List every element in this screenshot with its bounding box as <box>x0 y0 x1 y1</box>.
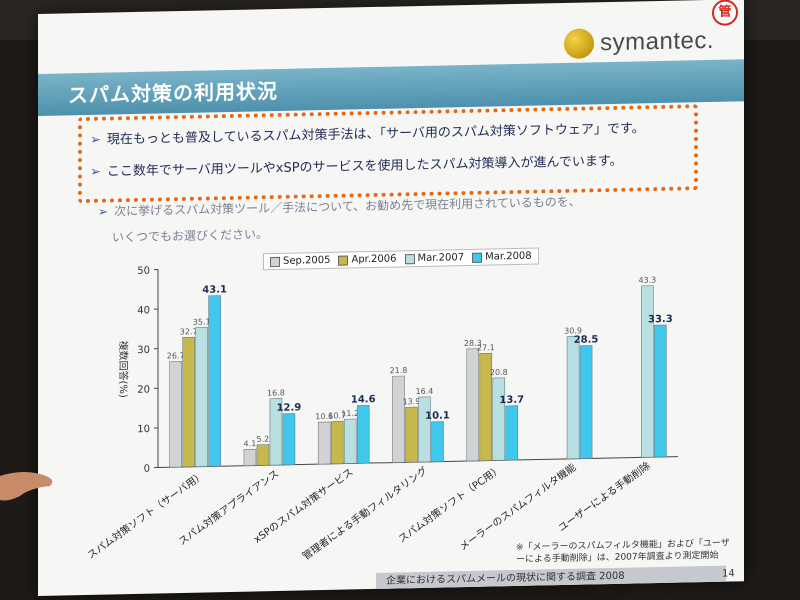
legend-item-sep2005: Sep.2005 <box>270 255 330 267</box>
bar-value-label: 4.1 <box>244 439 257 448</box>
bar-value-label: 13.7 <box>499 395 524 407</box>
y-tick-label: 30 <box>137 345 150 356</box>
x-category-label: スパム対策ソフト（サーバ用） <box>85 468 207 561</box>
legend-item-apr2006: Apr.2006 <box>338 253 397 266</box>
y-tick-label: 40 <box>137 305 150 316</box>
footnote: ※「メーラーのスパムフィルタ機能」および「ユーザーによる手動削除」は、2007年… <box>516 538 730 565</box>
bar-value-label: 20.8 <box>490 368 508 377</box>
bar-value-label: 16.8 <box>267 388 285 397</box>
page-number: 14 <box>722 568 735 580</box>
symantec-logo-icon <box>564 28 595 59</box>
legend-label: Mar.2008 <box>485 250 532 263</box>
y-axis-label: 複数回答(%) <box>117 340 130 398</box>
logo-text: symantec. <box>600 26 714 57</box>
legend-label: Mar.2007 <box>417 252 465 265</box>
bar-value-label: 11.2 <box>341 409 359 418</box>
y-tick-label: 20 <box>137 384 150 395</box>
bar-value-label: 12.9 <box>277 402 302 414</box>
legend-swatch-mar2007 <box>404 253 415 264</box>
bar <box>208 295 221 467</box>
y-tick-label: 10 <box>137 424 150 435</box>
bar <box>505 405 519 461</box>
bar-chart: 0 10 20 30 40 50 複数回答(%) 26.7 32.735.1 43.1 スパム対策ソ… <box>85 266 678 563</box>
bar <box>195 327 208 468</box>
bar <box>343 418 357 464</box>
bar <box>356 404 370 464</box>
bar-value-label: 26.7 <box>167 351 185 360</box>
bar <box>317 421 331 465</box>
bar-value-label: 13.9 <box>403 397 421 406</box>
bar-value-label: 14.6 <box>351 394 376 406</box>
bar-value-label: 10.1 <box>425 410 450 422</box>
bar <box>579 345 593 459</box>
bar-value-label: 32.7 <box>180 327 198 336</box>
y-tick-label: 50 <box>137 266 150 277</box>
legend-label: Apr.2006 <box>351 253 397 266</box>
bar <box>330 420 344 465</box>
bar <box>566 335 580 460</box>
bar-value-label: 10.6 <box>315 412 333 421</box>
bar-value-label: 28.3 <box>464 339 482 348</box>
bar-value-label: 10.7 <box>328 411 346 420</box>
footer-banner: 企業におけるスパムメールの現状に関する調査 2008 <box>376 565 726 591</box>
bar <box>641 285 654 458</box>
legend-item-mar2008: Mar.2008 <box>472 251 532 263</box>
arrow-bullet-icon: ➢ <box>90 132 101 148</box>
bar-value-label: 33.3 <box>648 314 673 326</box>
bar <box>654 324 667 458</box>
bar <box>431 421 444 463</box>
bar <box>182 336 195 468</box>
x-axis-line <box>158 456 678 468</box>
legend-item-mar2007: Mar.2007 <box>404 252 465 265</box>
bar-value-label: 28.5 <box>574 334 599 346</box>
bar <box>243 448 257 466</box>
corner-badge: 管 <box>712 0 738 26</box>
projector-screen: symantec. 管 スパム対策の利用状況 ➢ 現在もっとも普及しているスパム対… <box>38 0 744 596</box>
legend-label: Sep.2005 <box>283 254 331 267</box>
legend-swatch-apr2006 <box>338 254 349 266</box>
legend-swatch-mar2008 <box>472 252 483 263</box>
x-category-label: 管理者による手動フィルタリング <box>300 464 430 563</box>
bar-value-label: 27.1 <box>477 343 495 352</box>
bar-value-label: 21.8 <box>390 366 408 375</box>
bar <box>492 377 506 461</box>
x-category-label: メーラーのスパムフィルタ機能 <box>457 461 578 554</box>
bar-value-label: 43.3 <box>638 276 656 285</box>
presenter-hand <box>0 472 53 501</box>
bar-value-label: 16.4 <box>416 387 434 396</box>
y-tick-label: 0 <box>144 464 150 475</box>
bar-value-label: 30.9 <box>564 326 582 335</box>
bar <box>282 413 296 466</box>
bar <box>256 444 270 466</box>
bar <box>466 348 480 462</box>
arrow-bullet-icon: ➢ <box>98 204 109 219</box>
bar <box>169 360 182 468</box>
bar <box>418 396 431 463</box>
bar <box>479 352 493 462</box>
bar-value-label: 43.1 <box>202 284 227 296</box>
bar <box>392 375 405 463</box>
bar-value-label: 5.2 <box>257 435 270 444</box>
bar-value-label: 35.1 <box>193 317 211 326</box>
legend-swatch-sep2005 <box>270 256 280 267</box>
symantec-logo: symantec. <box>564 26 714 59</box>
bar <box>405 406 418 463</box>
bar <box>269 398 283 466</box>
slide-title: スパム対策の利用状況 <box>68 78 278 108</box>
arrow-bullet-icon: ➢ <box>90 164 101 180</box>
